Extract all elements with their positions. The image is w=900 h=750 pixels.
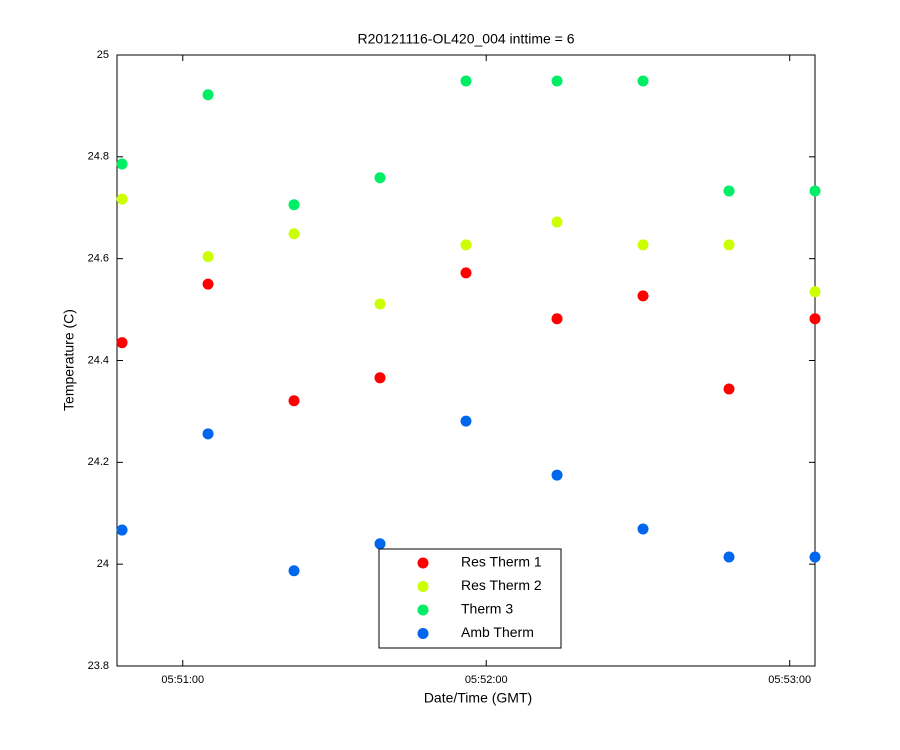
y-tick-label: 24: [97, 558, 109, 570]
point: [723, 383, 735, 395]
point: [637, 75, 649, 87]
point: [116, 158, 128, 170]
point: [374, 172, 386, 184]
x-tick-label: 05:53:00: [768, 674, 811, 686]
legend-label: Therm 3: [461, 601, 513, 617]
point: [551, 75, 563, 87]
y-tick-label: 24.4: [88, 354, 109, 366]
point: [202, 428, 214, 440]
point: [288, 228, 300, 240]
chart-title: R20121116-OL420_004 inttime = 6: [357, 31, 574, 47]
point: [460, 415, 472, 427]
point: [202, 278, 214, 290]
point: [723, 185, 735, 197]
point: [374, 372, 386, 384]
y-tick-label: 25: [97, 49, 109, 61]
legend-marker: [417, 604, 429, 616]
point: [460, 267, 472, 279]
point: [809, 185, 821, 197]
point: [809, 286, 821, 298]
legend-label: Res Therm 2: [461, 577, 542, 593]
point: [809, 313, 821, 325]
x-tick-label: 05:51:00: [161, 674, 204, 686]
point: [809, 551, 821, 563]
y-tick-label: 24.6: [88, 253, 109, 265]
x-tick-label: 05:52:00: [465, 674, 508, 686]
point: [374, 538, 386, 550]
point: [460, 75, 472, 87]
point: [551, 313, 563, 325]
legend: Res Therm 1 Res Therm 2 Therm 3 Amb Therm: [378, 548, 562, 649]
legend-marker: [417, 581, 429, 592]
legend-marker: [417, 628, 429, 639]
legend-box: [378, 548, 562, 649]
point: [460, 239, 472, 251]
y-tick-label: 23.8: [88, 660, 109, 672]
y-tick-label: 24.8: [88, 151, 109, 163]
point: [637, 290, 649, 302]
point: [637, 239, 649, 251]
point: [288, 565, 300, 577]
legend-label: Res Therm 1: [461, 554, 542, 570]
point: [374, 298, 386, 310]
point: [551, 469, 563, 481]
point: [637, 523, 649, 535]
point: [116, 193, 128, 205]
point: [116, 337, 128, 349]
point: [551, 216, 563, 228]
point: [288, 199, 300, 211]
point: [116, 524, 128, 536]
point: [723, 239, 735, 251]
y-axis-label: Temperature (C): [61, 309, 77, 411]
point: [202, 251, 214, 263]
legend-marker: [417, 557, 429, 569]
x-axis-label: Date/Time (GMT): [424, 690, 532, 706]
legend-label: Amb Therm: [461, 624, 534, 640]
y-tick-label: 24.2: [88, 456, 109, 468]
point: [723, 551, 735, 563]
point: [288, 395, 300, 407]
point: [202, 89, 214, 101]
